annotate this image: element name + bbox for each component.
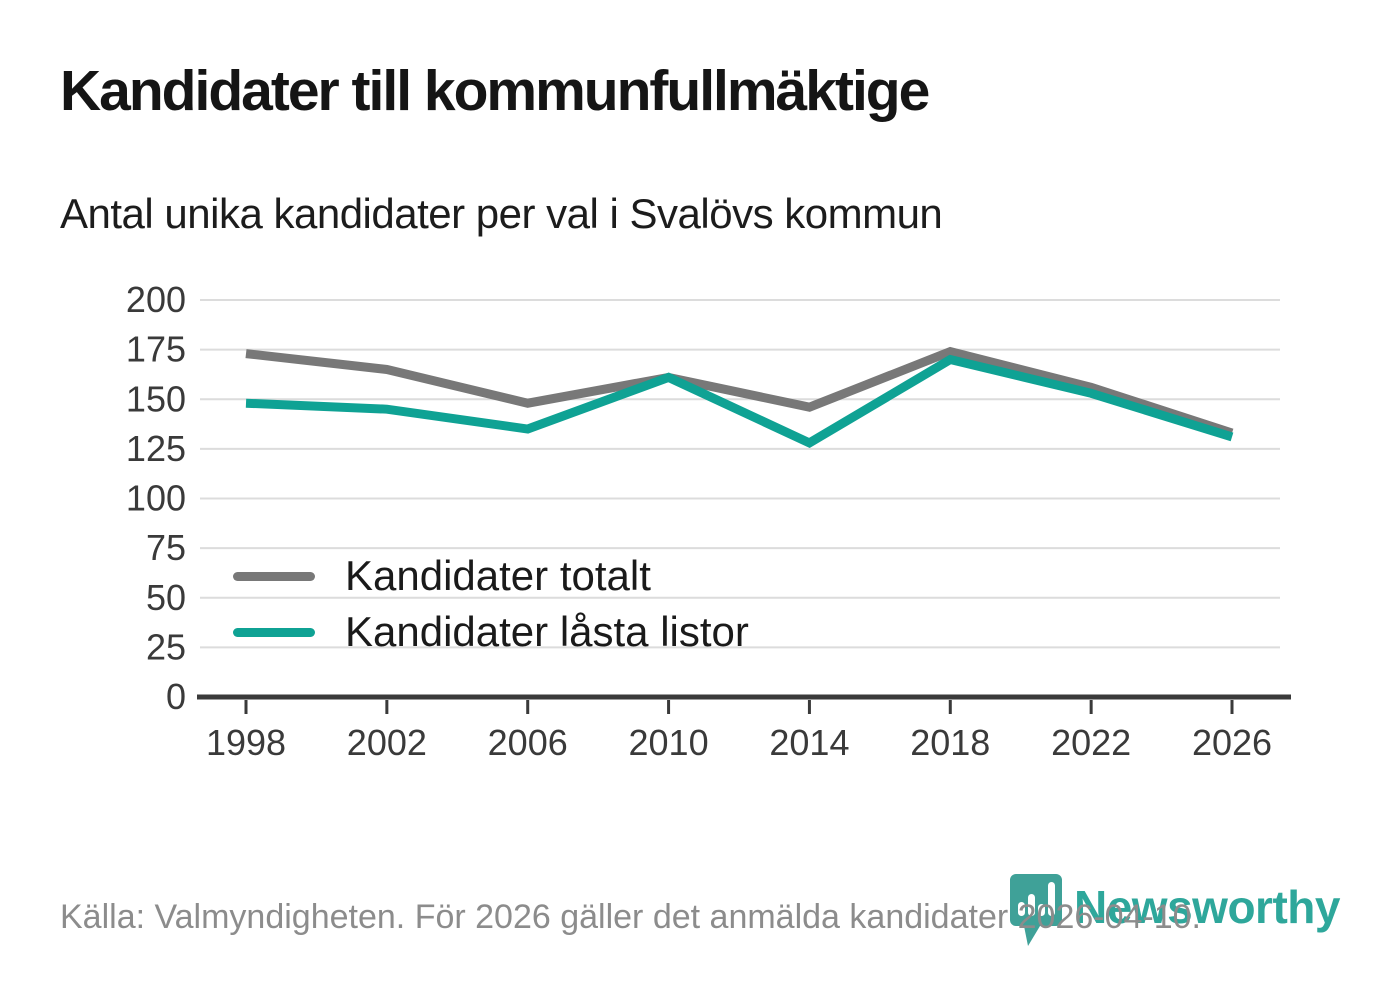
legend-swatch-total — [233, 571, 315, 581]
x-tick-label: 2026 — [1192, 722, 1272, 763]
bar-chart-speech-bubble-icon — [1010, 874, 1062, 946]
series-line-total — [245, 346, 1234, 438]
x-tick-label: 2022 — [1051, 722, 1131, 763]
y-tick-label: 125 — [126, 428, 186, 469]
y-tick-label: 25 — [146, 626, 186, 667]
line-chart-svg: 0 25 50 75 100 125 150 175 200 1998 2002 2006 2010 20… — [126, 279, 1291, 763]
legend-label-locked-lists: Kandidater låsta listor — [345, 608, 749, 655]
legend-label-total: Kandidater totalt — [345, 552, 651, 599]
x-tick-label: 2010 — [629, 722, 709, 763]
line-chart: 0 25 50 75 100 125 150 175 200 1998 2002 2006 2010 20… — [0, 270, 1382, 780]
y-tick-label: 75 — [146, 527, 186, 568]
y-tick-label: 175 — [126, 329, 186, 370]
chart-legend: Kandidater totalt Kandidater låsta listo… — [233, 548, 749, 660]
y-tick-label: 200 — [126, 279, 186, 320]
chart-subtitle: Antal unika kandidater per val i Svalövs… — [60, 190, 943, 237]
source-note: Källa: Valmyndigheten. För 2026 gäller d… — [60, 898, 1201, 936]
y-tick-label: 100 — [126, 478, 186, 519]
x-tick-label: 2006 — [488, 722, 568, 763]
newsworthy-logo: Newsworthy — [1008, 872, 1340, 948]
legend-entry-total: Kandidater totalt — [233, 548, 749, 604]
x-tick-label: 2018 — [910, 722, 990, 763]
x-tick-label: 2014 — [769, 722, 849, 763]
x-tick-label: 2002 — [347, 722, 427, 763]
legend-swatch-locked-lists — [233, 627, 315, 637]
series-line-locked-lists — [245, 354, 1234, 448]
legend-entry-locked-lists: Kandidater låsta listor — [233, 604, 749, 660]
y-tick-label: 150 — [126, 378, 186, 419]
page-title: Kandidater till kommunfullmäktige — [60, 59, 930, 123]
newsworthy-logo-text: Newsworthy — [1074, 881, 1340, 933]
x-tick-label: 1998 — [206, 722, 286, 763]
y-tick-label: 50 — [146, 577, 186, 618]
y-tick-label: 0 — [166, 676, 186, 717]
